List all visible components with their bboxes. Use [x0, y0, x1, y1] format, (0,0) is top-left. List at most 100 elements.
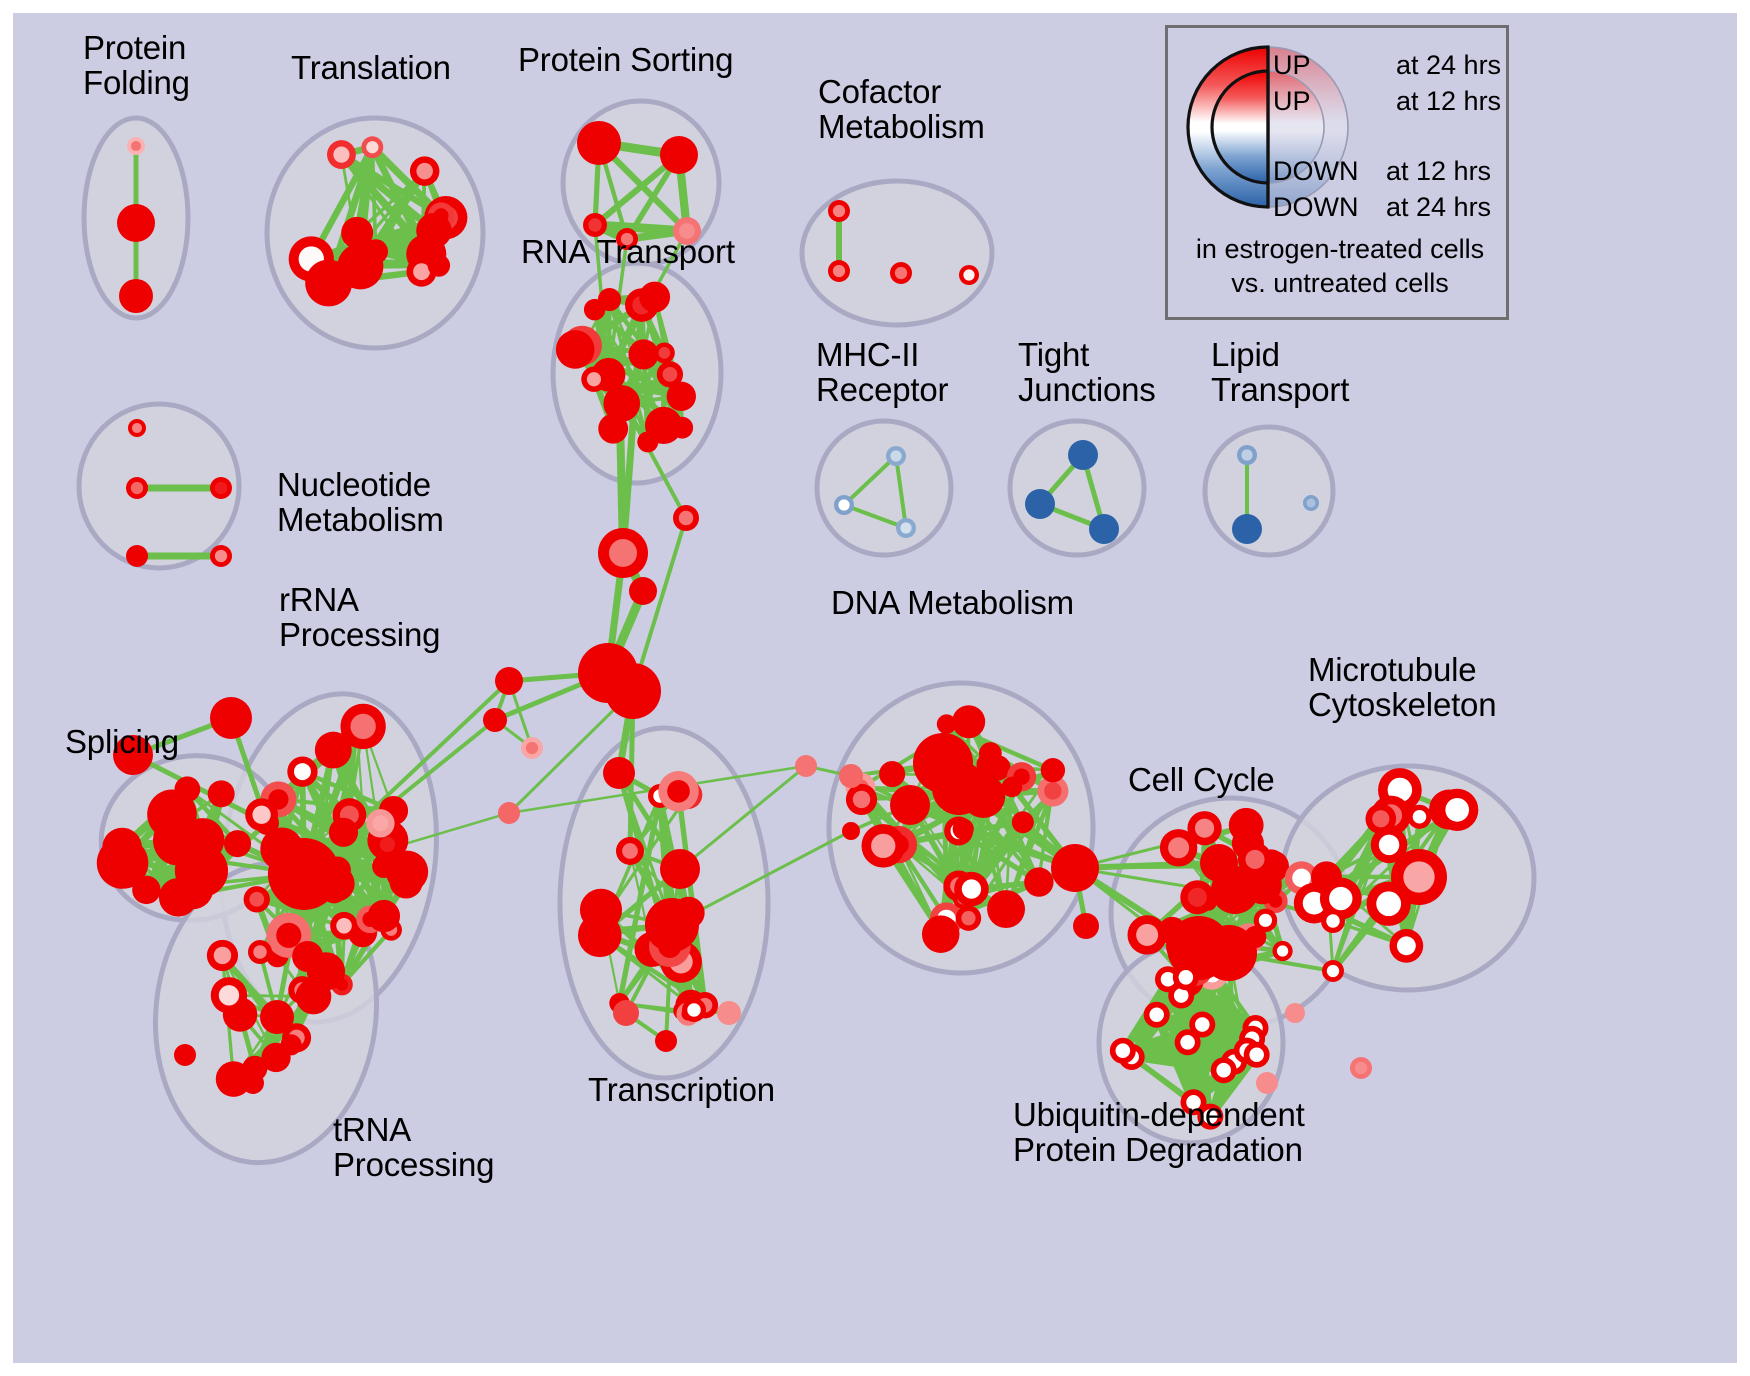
network-node[interactable] — [656, 361, 684, 388]
network-node[interactable] — [616, 228, 638, 250]
network-node[interactable] — [287, 756, 318, 787]
network-node[interactable] — [579, 888, 623, 931]
network-node[interactable] — [337, 243, 384, 290]
network-node[interactable] — [372, 854, 396, 879]
network-node[interactable] — [1172, 964, 1199, 991]
network-node[interactable] — [242, 1072, 264, 1094]
network-node[interactable] — [886, 446, 906, 466]
network-node[interactable] — [682, 998, 706, 1022]
network-node[interactable] — [180, 818, 225, 862]
network-node[interactable] — [1024, 867, 1054, 897]
network-node[interactable] — [673, 505, 699, 531]
network-node[interactable] — [126, 477, 148, 499]
network-node[interactable] — [127, 137, 145, 155]
network-node[interactable] — [671, 416, 694, 439]
network-node[interactable] — [261, 1042, 291, 1073]
network-node[interactable] — [842, 822, 860, 840]
network-node[interactable] — [147, 789, 197, 840]
network-node[interactable] — [521, 737, 543, 759]
network-node[interactable] — [1322, 960, 1344, 982]
network-node[interactable] — [210, 977, 248, 1014]
network-node[interactable] — [1370, 826, 1408, 864]
network-node[interactable] — [1011, 811, 1034, 834]
network-node[interactable] — [845, 783, 878, 816]
network-node[interactable] — [583, 298, 606, 321]
network-node[interactable] — [959, 265, 979, 285]
network-node[interactable] — [416, 212, 452, 249]
network-node[interactable] — [890, 262, 912, 284]
network-node[interactable] — [1089, 514, 1119, 544]
network-node[interactable] — [361, 136, 384, 159]
network-node[interactable] — [660, 136, 698, 174]
network-node[interactable] — [1025, 489, 1055, 519]
network-node[interactable] — [1237, 445, 1257, 465]
network-node[interactable] — [581, 366, 607, 392]
network-node[interactable] — [861, 824, 905, 868]
network-node[interactable] — [367, 899, 401, 933]
network-node[interactable] — [1051, 844, 1099, 892]
network-node[interactable] — [921, 915, 960, 953]
network-node[interactable] — [673, 217, 701, 245]
network-node[interactable] — [1253, 908, 1278, 933]
network-node[interactable] — [1143, 1001, 1170, 1028]
network-node[interactable] — [834, 495, 854, 515]
network-node[interactable] — [952, 818, 974, 840]
network-node[interactable] — [1189, 1011, 1216, 1038]
network-node[interactable] — [1389, 928, 1424, 963]
network-node[interactable] — [613, 1000, 639, 1026]
network-node[interactable] — [598, 528, 648, 578]
network-node[interactable] — [1237, 842, 1273, 877]
network-node[interactable] — [248, 940, 272, 964]
network-node[interactable] — [1159, 829, 1198, 867]
network-node[interactable] — [389, 865, 423, 899]
network-node[interactable] — [328, 817, 359, 847]
network-node[interactable] — [373, 830, 402, 859]
network-node[interactable] — [132, 875, 161, 905]
network-node[interactable] — [128, 419, 146, 437]
network-node[interactable] — [409, 156, 440, 186]
network-node[interactable] — [206, 939, 239, 972]
network-node[interactable] — [1303, 495, 1319, 511]
network-node[interactable] — [223, 830, 252, 858]
network-node[interactable] — [498, 802, 520, 824]
network-node[interactable] — [158, 877, 198, 917]
network-node[interactable] — [879, 761, 906, 788]
network-node[interactable] — [936, 714, 957, 734]
network-node[interactable] — [341, 216, 374, 249]
network-node[interactable] — [605, 663, 661, 719]
network-node[interactable] — [655, 1030, 677, 1052]
network-node[interactable] — [1109, 1037, 1136, 1064]
network-node[interactable] — [366, 809, 395, 838]
network-node[interactable] — [616, 837, 644, 865]
network-node[interactable] — [666, 381, 696, 412]
network-node[interactable] — [207, 780, 235, 808]
network-node[interactable] — [637, 431, 659, 453]
network-node[interactable] — [210, 697, 252, 739]
network-node[interactable] — [327, 140, 356, 170]
network-node[interactable] — [653, 342, 675, 364]
network-node[interactable] — [1001, 776, 1023, 798]
network-node[interactable] — [427, 254, 451, 277]
network-node[interactable] — [1037, 775, 1069, 807]
network-node[interactable] — [978, 742, 1002, 765]
network-node[interactable] — [795, 755, 817, 777]
network-node[interactable] — [629, 577, 657, 605]
network-node[interactable] — [268, 838, 340, 910]
network-node[interactable] — [292, 940, 324, 973]
network-node[interactable] — [1201, 925, 1257, 981]
network-node[interactable] — [932, 761, 986, 815]
network-node[interactable] — [828, 260, 850, 282]
network-node[interactable] — [1285, 1003, 1305, 1023]
network-node[interactable] — [987, 890, 1026, 929]
network-node[interactable] — [839, 764, 863, 788]
network-node[interactable] — [1187, 811, 1222, 846]
network-node[interactable] — [245, 798, 278, 832]
network-node[interactable] — [896, 518, 916, 538]
network-node[interactable] — [954, 871, 989, 907]
network-node[interactable] — [330, 911, 358, 940]
network-node[interactable] — [1407, 804, 1432, 829]
network-node[interactable] — [1232, 514, 1262, 544]
network-node[interactable] — [210, 477, 232, 499]
network-node[interactable] — [1350, 1057, 1372, 1079]
network-node[interactable] — [603, 385, 641, 422]
